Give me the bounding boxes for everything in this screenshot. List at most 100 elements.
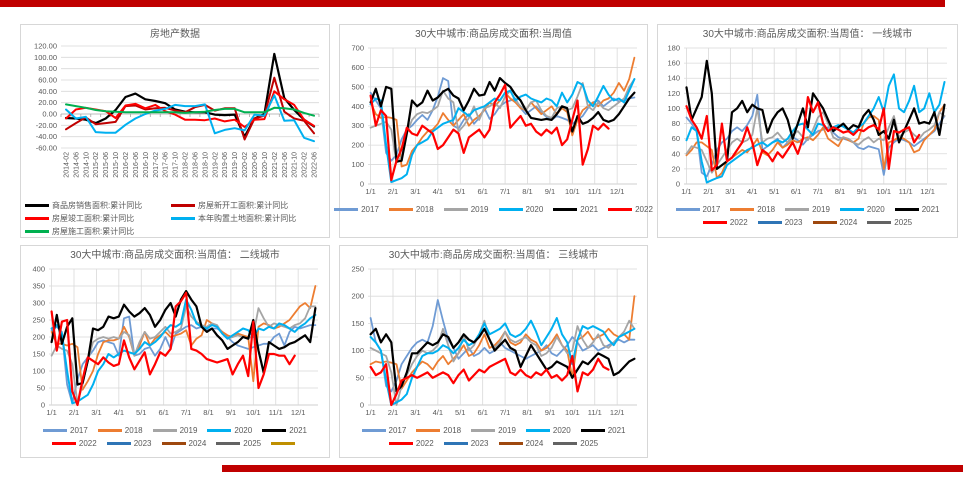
legend-item: 2018: [97, 424, 143, 437]
svg-text:2022-06: 2022-06: [312, 152, 319, 178]
svg-text:2015-02: 2015-02: [93, 152, 100, 178]
chart-panel-30cities-total[interactable]: 30大中城市:商品房成交面积:当周值 0 100 200 300 400 500 600 70…: [334, 24, 653, 238]
svg-text:0.00: 0.00: [42, 110, 57, 119]
svg-text:4/1: 4/1: [114, 408, 124, 417]
svg-text:20: 20: [672, 164, 680, 173]
svg-text:0: 0: [676, 180, 680, 189]
legend-row: 2017 2018 2019 2020 2021: [357, 424, 631, 437]
svg-text:2015-10: 2015-10: [113, 152, 120, 178]
svg-text:3/1: 3/1: [410, 187, 420, 196]
legend-label: 2021: [580, 205, 599, 214]
legend-item: 房屋竣工面积:累计同比: [25, 212, 171, 225]
svg-text:3/1: 3/1: [725, 187, 735, 196]
legend-label: 2023: [133, 439, 152, 448]
legend-line-swatch: [334, 208, 359, 211]
svg-text:2016-02: 2016-02: [123, 152, 130, 178]
svg-text:0: 0: [41, 401, 45, 410]
legend-line-swatch: [171, 217, 195, 220]
svg-text:3/1: 3/1: [410, 408, 420, 417]
legend-item: 商品房销售面积:累计同比: [25, 199, 171, 212]
svg-text:2020-06: 2020-06: [252, 152, 259, 178]
legend-line-swatch: [757, 221, 782, 224]
legend-item: 房屋新开工面积:累计同比: [171, 199, 317, 212]
legend-item: 2024: [812, 216, 857, 229]
chart-panel-tier3-cities[interactable]: 30大中城市:商品房成交面积:当周值： 三线城市 0 50 100 150 200 250…: [339, 245, 648, 458]
svg-text:100: 100: [351, 346, 364, 355]
legend-line-swatch: [161, 442, 186, 445]
bottom-accent-bar: [222, 465, 963, 472]
svg-text:2018-06: 2018-06: [192, 152, 199, 178]
svg-text:2016-10: 2016-10: [143, 152, 150, 178]
svg-text:1/1: 1/1: [365, 408, 375, 417]
legend-line-swatch: [812, 221, 837, 224]
legend-label: 2018: [443, 426, 462, 435]
svg-text:-20.00: -20.00: [36, 121, 57, 130]
legend-label: 2020: [866, 205, 885, 214]
svg-text:250: 250: [32, 316, 45, 325]
svg-text:100: 100: [351, 160, 364, 169]
svg-text:2014-02: 2014-02: [63, 152, 70, 178]
legend-label: 2024: [525, 439, 544, 448]
legend-label: 2025: [243, 439, 262, 448]
legend-label: 2023: [784, 218, 803, 227]
svg-text:4/1: 4/1: [433, 187, 443, 196]
legend-item: 2021: [553, 203, 598, 216]
legend-line-swatch: [785, 208, 810, 211]
legend-item: 2017: [361, 424, 406, 437]
svg-text:300: 300: [32, 299, 45, 308]
svg-text:2020-10: 2020-10: [262, 152, 269, 178]
legend-line-swatch: [97, 429, 122, 432]
legend-label: 2017: [702, 205, 721, 214]
legend-item: 2023: [757, 216, 803, 229]
legend-line-swatch: [216, 442, 241, 445]
chart-legend: 2017 2018 2019 2020 2021 2022 2023 2024 2025: [21, 424, 329, 450]
svg-text:200: 200: [32, 333, 45, 342]
svg-text:12/1: 12/1: [291, 408, 306, 417]
svg-text:1/1: 1/1: [365, 187, 375, 196]
legend-label: 2017: [70, 426, 88, 435]
svg-text:250: 250: [351, 265, 364, 274]
svg-text:2019-06: 2019-06: [222, 152, 229, 178]
svg-text:2014-06: 2014-06: [73, 152, 80, 178]
legend-item: 2017: [334, 203, 379, 216]
legend-line-swatch: [51, 442, 76, 445]
svg-text:7/1: 7/1: [500, 408, 510, 417]
chart-title: 房地产数据: [150, 29, 200, 40]
chart-panel-tier1-cities[interactable]: 30大中城市:商品房成交面积:当周值： 一线城市 0 20 40 60 80 100 120…: [657, 24, 958, 238]
legend-item: [271, 437, 298, 450]
chart-canvas-30cities-total: 0 100 200 300 400 500 600 700 1/1 2/1 3/1 4/1 5/1 6/1…: [340, 42, 647, 203]
svg-text:40.00: 40.00: [38, 87, 57, 96]
svg-text:200: 200: [351, 292, 364, 301]
svg-text:150: 150: [32, 350, 45, 359]
legend-row: 2022 2023 2024 2025: [47, 437, 303, 450]
legend-item: 2019: [785, 203, 830, 216]
svg-text:60: 60: [672, 134, 680, 143]
legend-label: 2022: [635, 205, 653, 214]
svg-text:2017-02: 2017-02: [153, 152, 160, 178]
legend-line-swatch: [262, 429, 287, 432]
svg-text:2020-02: 2020-02: [242, 152, 249, 178]
svg-text:180: 180: [667, 44, 680, 53]
svg-text:9/1: 9/1: [857, 187, 867, 196]
legend-line-swatch: [416, 429, 441, 432]
legend-line-swatch: [388, 442, 413, 445]
legend-line-swatch: [25, 204, 49, 207]
legend-item: 2025: [867, 216, 912, 229]
svg-text:60.00: 60.00: [38, 76, 57, 85]
legend-item: 2019: [471, 424, 516, 437]
svg-text:2/1: 2/1: [69, 408, 79, 417]
chart-panel-tier2-cities[interactable]: 30大中城市:商品房成交面积:当周值： 二线城市 0 50 100 150 200 250…: [20, 245, 330, 458]
legend-item: 2025: [553, 437, 598, 450]
legend-item: 2024: [161, 437, 206, 450]
svg-text:2018-02: 2018-02: [183, 152, 190, 178]
svg-text:8/1: 8/1: [522, 187, 532, 196]
svg-text:100: 100: [667, 104, 680, 113]
legend-label: 商品房销售面积:累计同比: [52, 201, 143, 210]
chart-canvas-tier1-cities: 0 20 40 60 80 100 120 140 160 180 1/1 2/1 3/1 4/1 5/1 6…: [658, 42, 957, 203]
svg-text:150: 150: [351, 319, 364, 328]
legend-label: 2017: [361, 205, 379, 214]
legend-item: 2017: [675, 203, 721, 216]
chart-panel-real-estate-data[interactable]: 房地产数据 -60.00 -40.00 -20.00 0.00 20.00 40.00 60…: [20, 24, 330, 238]
svg-text:2019-02: 2019-02: [212, 152, 219, 178]
legend-label: 2021: [607, 426, 626, 435]
